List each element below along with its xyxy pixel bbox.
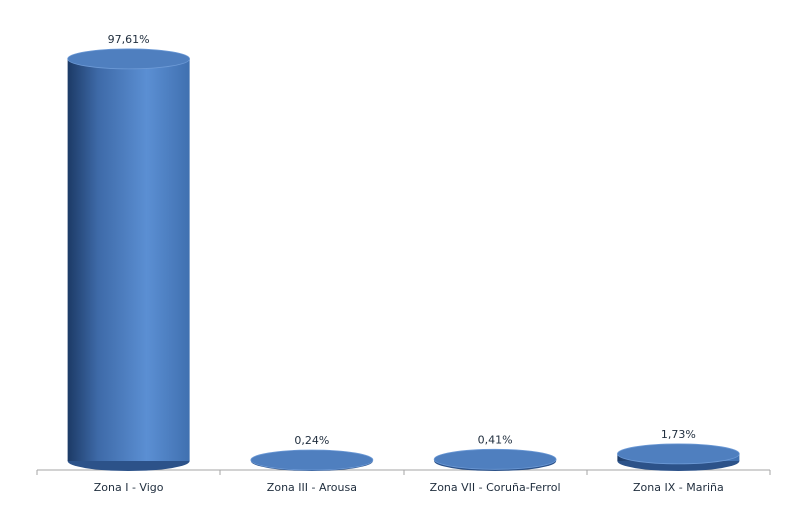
value-label: 1,73%	[661, 428, 696, 441]
cylinder-body	[67, 58, 190, 461]
cylinder-top	[616, 443, 740, 465]
category-separators	[36, 470, 771, 475]
x-tick-label: Zona VII - Coruña-Ferrol	[430, 481, 561, 494]
x-tick-label: Zona III - Arousa	[267, 481, 357, 494]
cylinder-top	[67, 48, 191, 70]
x-tick-label: Zona I - Vigo	[94, 481, 164, 494]
value-label: 0,24%	[294, 434, 329, 447]
value-label: 0,41%	[478, 433, 513, 446]
cylinder-top	[433, 448, 557, 470]
cylinder-top	[250, 449, 374, 471]
value-label: 97,61%	[108, 33, 150, 46]
x-tick-label: Zona IX - Mariña	[633, 481, 724, 494]
